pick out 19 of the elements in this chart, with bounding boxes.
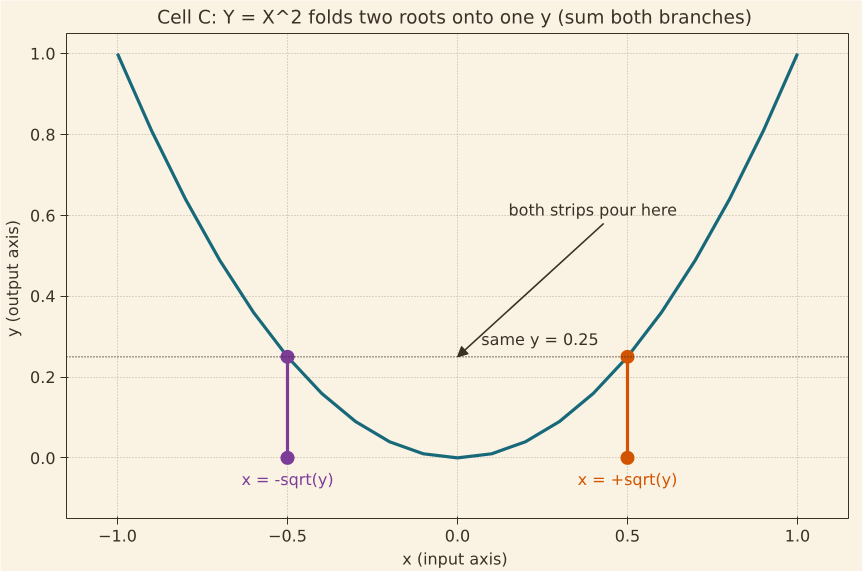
x-tick-label: 1.0 bbox=[784, 526, 810, 546]
y-tick-label: 0.4 bbox=[30, 287, 56, 306]
x-axis-title: x (input axis) bbox=[402, 550, 508, 568]
y-tick-label: 0.8 bbox=[30, 126, 56, 145]
y-tick-label: 0.6 bbox=[30, 206, 56, 226]
y-tick-label: 1.0 bbox=[30, 44, 56, 64]
x-tick-label: 0.0 bbox=[444, 526, 470, 546]
line-series bbox=[116, 52, 800, 460]
chart-title: Cell C: Y = X^2 folds two roots onto one y (sum both branches) bbox=[157, 8, 752, 28]
y-axis-title: y (output axis) bbox=[3, 220, 22, 338]
series-label: x = -sqrt(y) bbox=[241, 470, 334, 489]
y-tick-label: 0.0 bbox=[30, 448, 56, 468]
ref-line-label: same y = 0.25 bbox=[481, 330, 599, 349]
y-tick-label: 0.2 bbox=[30, 368, 56, 388]
x-tick-label: −1.0 bbox=[98, 526, 137, 546]
x-tick-label: 0.5 bbox=[614, 526, 640, 546]
x-tick-label: −0.5 bbox=[268, 526, 307, 546]
series-label: x = +sqrt(y) bbox=[578, 470, 678, 489]
annotation: both strips pour here bbox=[508, 200, 677, 220]
